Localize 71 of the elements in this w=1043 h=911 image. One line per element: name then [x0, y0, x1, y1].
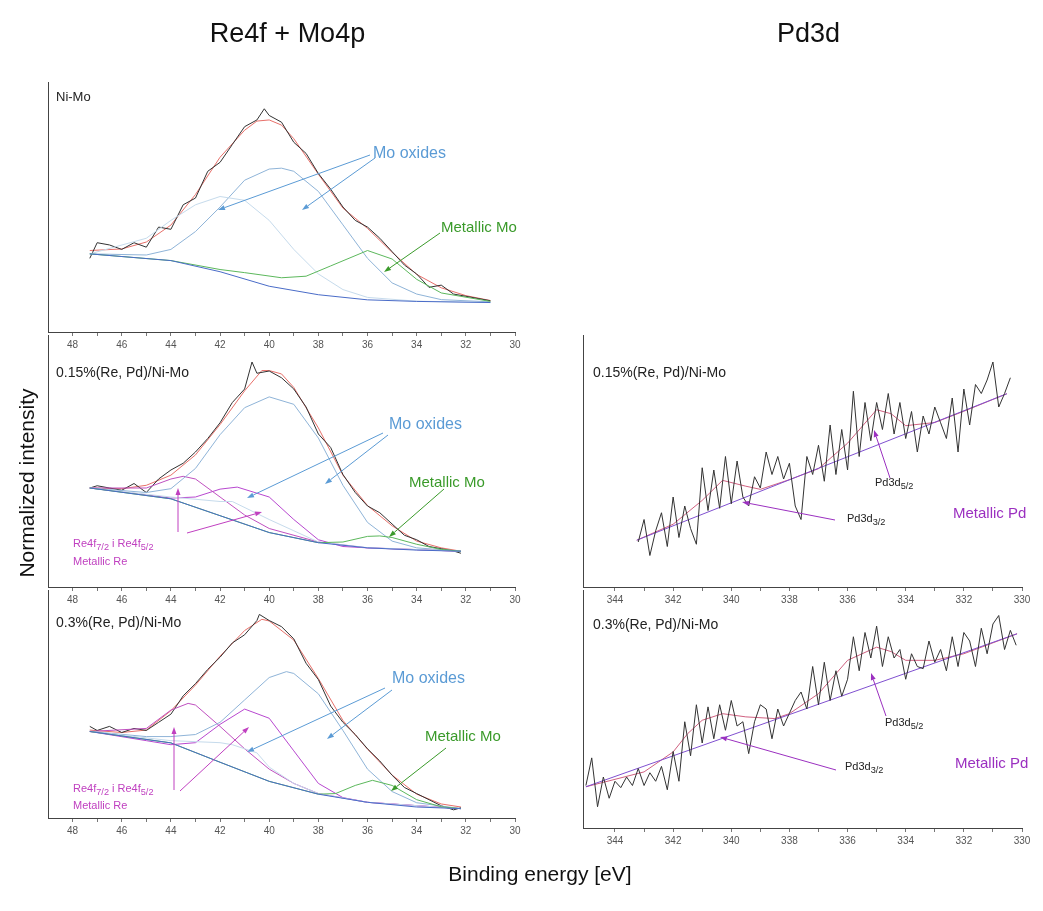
x-tick-label: 340 — [722, 834, 741, 846]
x-tick-label: 332 — [955, 834, 973, 846]
x-tick-label: 38 — [312, 338, 325, 350]
x-tick-label: 332 — [955, 593, 973, 605]
annotation: 0.15%(Re, Pd)/Ni-Mo — [593, 364, 727, 381]
x-tick-label: 342 — [664, 593, 682, 605]
x-tick-label: 336 — [839, 593, 857, 605]
x-tick-label: 40 — [263, 338, 276, 350]
x-tick-label: 34 — [411, 593, 423, 605]
chart-title: Re4f + Mo4p — [208, 18, 367, 49]
x-tick-label: 338 — [781, 834, 799, 846]
x-tick-label: 46 — [116, 338, 128, 350]
x-tick-label: 46 — [116, 824, 128, 836]
x-tick-label: 42 — [214, 824, 227, 836]
annotation: Metallic Pd — [955, 754, 1029, 772]
annotation: Metallic Mo — [425, 727, 501, 745]
annotation: Re4f$_{7/2}$ i Re4f$_{5/2}$ — [73, 782, 154, 799]
annotation: 0.3%(Re, Pd)/Ni-Mo — [56, 614, 182, 631]
x-tick-label: 40 — [263, 824, 276, 836]
annotation: 0.3%(Re, Pd)/Ni-Mo — [593, 616, 719, 633]
annotation: Pd3d$_{5/2}$ — [885, 716, 924, 733]
x-tick-label: 330 — [1013, 834, 1031, 846]
x-axis-title: Binding energy [eV] — [447, 862, 633, 886]
chart-title: Pd3d — [775, 18, 842, 49]
x-tick-label: 30 — [509, 593, 521, 605]
x-tick-label: 330 — [1013, 593, 1031, 605]
x-tick-label: 38 — [312, 824, 325, 836]
x-tick-label: 30 — [509, 824, 521, 836]
x-tick-label: 36 — [361, 824, 374, 836]
x-tick-label: 48 — [67, 593, 79, 605]
x-tick-label: 32 — [460, 824, 472, 836]
x-tick-label: 34 — [411, 824, 423, 836]
text: Ni-Mo — [56, 89, 91, 105]
annotation: Mo oxides — [392, 668, 465, 688]
x-tick-label: 38 — [312, 593, 325, 605]
x-tick-label: 36 — [361, 593, 374, 605]
x-tick-label: 338 — [781, 593, 799, 605]
y-axis-title: Normalized intensity — [15, 387, 39, 580]
annotation: Pd3d$_{5/2}$ — [875, 476, 914, 493]
x-tick-label: 44 — [165, 593, 177, 605]
annotation: Metallic Mo — [441, 218, 517, 236]
x-tick-label: 34 — [411, 338, 423, 350]
x-tick-label: 32 — [460, 338, 472, 350]
x-tick-label: 44 — [165, 824, 177, 836]
x-tick-label: 336 — [839, 834, 857, 846]
annotation: Re4f$_{7/2}$ i Re4f$_{5/2}$ — [73, 537, 154, 554]
x-tick-label: 48 — [67, 824, 79, 836]
x-tick-label: 30 — [509, 338, 521, 350]
annotation: Mo oxides — [389, 414, 462, 434]
x-tick-label: 42 — [214, 338, 227, 350]
x-tick-label: 344 — [606, 593, 624, 605]
x-tick-label: 32 — [460, 593, 472, 605]
annotation: Pd3d$_{3/2}$ — [847, 512, 886, 529]
annotation: 0.15%(Re, Pd)/Ni-Mo — [56, 364, 190, 381]
x-tick-label: 40 — [263, 593, 276, 605]
x-tick-label: 36 — [361, 338, 374, 350]
annotation: Metallic Mo — [409, 473, 485, 491]
x-tick-label: 334 — [897, 593, 915, 605]
x-tick-label: 44 — [165, 338, 177, 350]
x-tick-label: 344 — [606, 834, 624, 846]
x-tick-label: 334 — [897, 834, 915, 846]
x-tick-label: 48 — [67, 338, 79, 350]
annotation: Metallic Re — [73, 799, 128, 813]
annotation: Metallic Pd — [953, 504, 1027, 522]
annotation: Pd3d$_{3/2}$ — [845, 760, 884, 777]
annotation: Metallic Re — [73, 555, 128, 569]
x-tick-label: 42 — [214, 593, 227, 605]
x-tick-label: 342 — [664, 834, 682, 846]
x-tick-label: 46 — [116, 593, 128, 605]
x-tick-label: 340 — [722, 593, 741, 605]
annotation: Mo oxides — [373, 143, 446, 163]
